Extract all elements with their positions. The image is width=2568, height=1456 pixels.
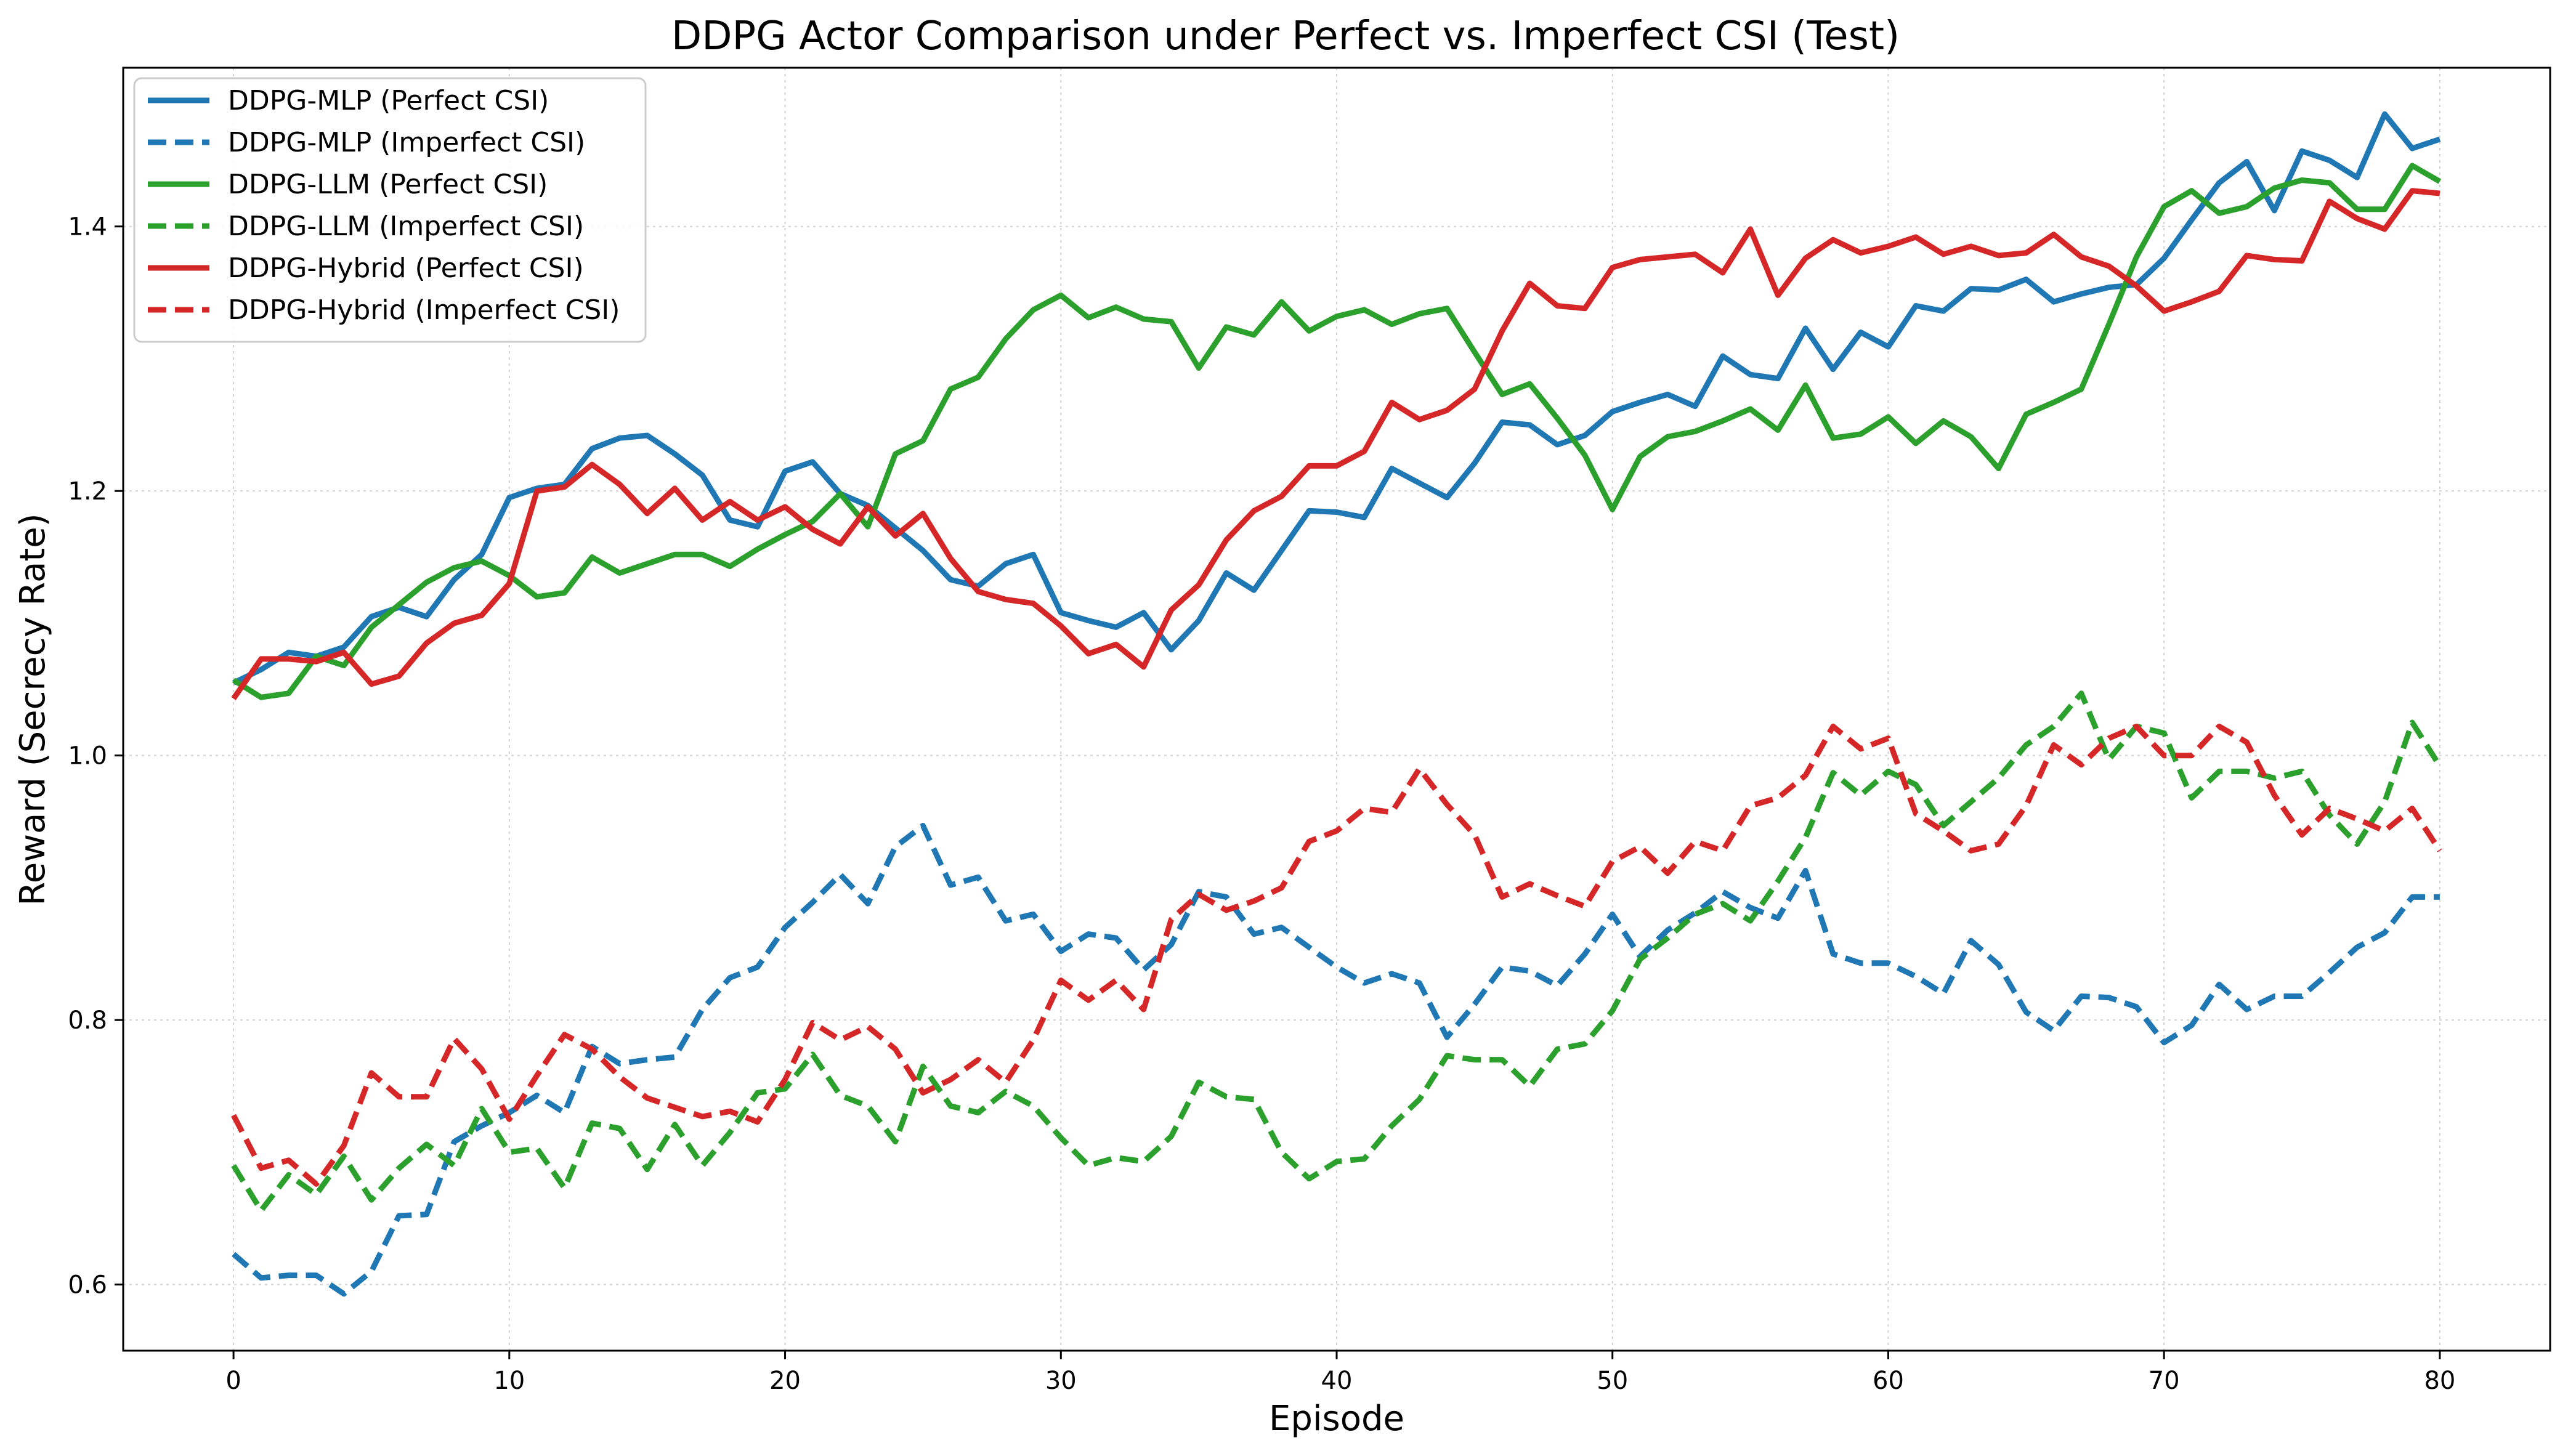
legend-label-2: DDPG-MLP (Imperfect CSI) [228,127,585,158]
x-tick-label: 70 [2149,1367,2180,1395]
y-tick-label: 1.4 [68,213,107,241]
series-line-3 [232,163,2442,700]
legend-label-4: DDPG-LLM (Imperfect CSI) [228,211,584,242]
x-tick-label: 20 [769,1367,801,1395]
series-line-6 [231,723,2442,1187]
x-tick-label: 60 [1873,1367,1904,1395]
x-tick-label: 10 [493,1367,525,1395]
x-tick-label: 0 [225,1367,241,1395]
y-axis-label: Reward (Secrecy Rate) [13,513,53,905]
x-tick-label: 40 [1321,1367,1353,1395]
plot-area: 0 10 20 30 40 50 60 70 80 0.6 0.8 1.0 1.2 1.4 [68,67,2551,1395]
x-tick-label: 50 [1597,1367,1628,1395]
legend: DDPG-MLP (Perfect CSI) DDPG-MLP (Imperfec… [133,77,647,343]
x-axis-ticks: 0 10 20 30 40 50 60 70 80 [225,1351,2455,1395]
series-line-5 [231,188,2440,700]
x-tick-label: 80 [2424,1367,2455,1395]
legend-label-1: DDPG-MLP (Perfect CSI) [228,85,549,116]
series-line-4 [231,690,2442,1213]
legend-box [133,77,647,343]
grid [123,68,2550,1351]
legend-label-3: DDPG-LLM (Perfect CSI) [228,169,548,200]
legend-items: DDPG-MLP (Perfect CSI) DDPG-MLP (Imperfec… [148,85,620,326]
series-line-1 [232,111,2441,686]
y-tick-label: 1.2 [68,477,107,506]
x-axis-label: Episode [1269,1399,1404,1439]
chart-title: DDPG Actor Comparison under Perfect vs. … [671,14,1900,59]
y-tick-label: 0.6 [68,1271,107,1300]
y-axis-ticks: 0.6 0.8 1.0 1.2 1.4 [68,213,123,1300]
x-tick-label: 30 [1045,1367,1077,1395]
legend-label-5: DDPG-Hybrid (Perfect CSI) [228,253,584,284]
y-tick-label: 1.0 [68,742,107,770]
series-layer [231,111,2442,1297]
y-tick-label: 0.8 [68,1006,107,1035]
legend-label-6: DDPG-Hybrid (Imperfect CSI) [228,294,620,326]
